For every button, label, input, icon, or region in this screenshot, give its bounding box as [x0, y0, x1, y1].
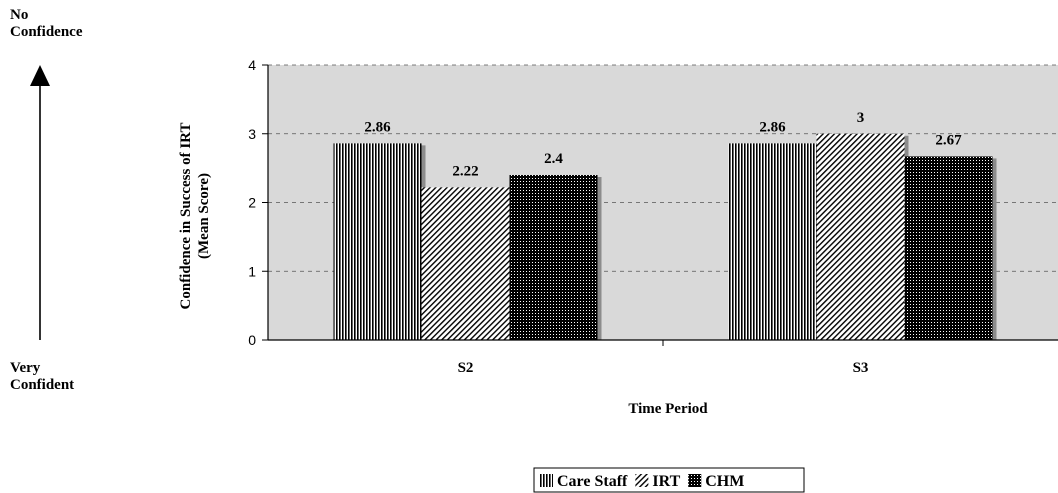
bars: 2.86 2.22 2.4 2.86 3 2.67 [333, 110, 997, 340]
bar-chm-s2 [509, 175, 598, 340]
y-axis-label: Confidence in Success of IRT [178, 123, 194, 310]
y-tick-label: 3 [248, 126, 256, 142]
bar-chm-s3 [904, 156, 993, 340]
data-label: 2.67 [935, 132, 962, 148]
legend-swatch [635, 474, 649, 487]
axes: 0 1 2 3 4 S2 S3 [248, 57, 1058, 376]
legend-swatch [688, 474, 702, 487]
confidence-arrow [30, 65, 50, 340]
y-tick-label: 4 [248, 57, 256, 73]
legend-label: CHM [705, 473, 744, 490]
x-tick-label: S2 [458, 360, 474, 376]
legend-label: IRT [652, 473, 680, 490]
legend-swatch [540, 474, 553, 487]
y-tick-label: 0 [248, 332, 256, 348]
data-label: 2.86 [759, 119, 786, 135]
y-tick-label: 2 [248, 195, 256, 211]
bar-irt-s3 [816, 133, 905, 340]
legend: Care Staff IRT CHM [533, 467, 805, 493]
data-label: 2.22 [452, 163, 478, 179]
very-confident-label: Very Confident [10, 360, 75, 393]
bar-care-staff-s2 [333, 143, 422, 340]
legend-box [533, 467, 805, 493]
data-label: 2.86 [364, 119, 391, 135]
data-label: 3 [857, 110, 865, 126]
data-label: 2.4 [544, 151, 563, 167]
x-axis-label: Time Period [628, 401, 708, 417]
x-tick-label: S3 [853, 360, 869, 376]
y-axis-label-unit: (Mean Score) [196, 173, 212, 259]
y-tick-label: 1 [248, 263, 256, 279]
bar-irt-s2 [421, 187, 510, 340]
legend-label: Care Staff [557, 473, 628, 490]
no-confidence-label: No Confidence [10, 7, 83, 40]
bar-care-staff-s3 [728, 143, 817, 340]
